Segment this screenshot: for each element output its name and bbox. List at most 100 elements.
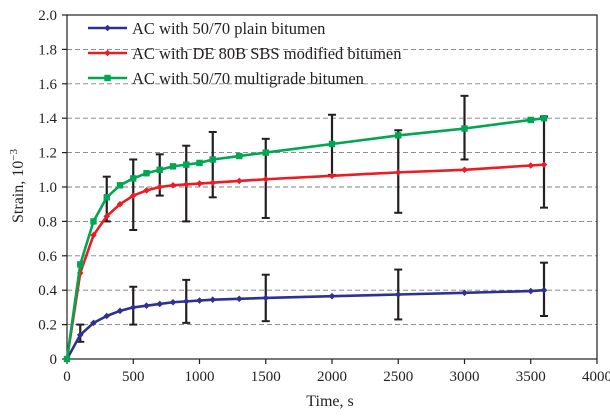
series-2-point-13: [262, 149, 269, 156]
legend: AC with 50/70 plain bitumen AC with DE 80…: [88, 19, 402, 88]
series-0-point-10: [196, 297, 203, 304]
series-2-point-10: [196, 159, 203, 167]
series-1-point-4: [116, 200, 124, 208]
series-0-point-13: [262, 294, 270, 302]
series-1-point-17: [527, 162, 535, 169]
series-1-point-15: [394, 169, 402, 176]
y-axis-label: Strain, 10−3: [8, 149, 27, 223]
x-tick-label-6: 3000: [450, 369, 480, 385]
y-tick-label-2: 0.4: [38, 283, 57, 299]
series-1-point-16: [461, 166, 468, 174]
series-1-point-11: [209, 179, 217, 186]
series-2: [63, 115, 548, 363]
series-0-point-9: [182, 298, 190, 305]
series-0-point-3: [103, 312, 111, 320]
y-tick-label-6: 1.2: [38, 146, 57, 162]
legend-entry-1: AC with DE 80B SBS modified bitumen: [88, 44, 402, 63]
x-tick-label-8: 4000: [582, 369, 610, 385]
x-tick-label-5: 2500: [383, 369, 413, 385]
y-axis-label-exponent: −3: [8, 149, 20, 161]
series-0-point-2: [90, 319, 97, 327]
series-1-point-10: [196, 180, 203, 187]
series-1-point-8: [169, 181, 177, 189]
series-1-point-18: [540, 161, 548, 168]
y-tick-label-0: 0: [50, 352, 58, 368]
series-0-point-15: [394, 291, 402, 298]
y-tick-label-3: 0.6: [38, 249, 57, 265]
series-0-point-14: [328, 292, 336, 300]
series-1-point-14: [328, 172, 336, 180]
data-series: [63, 115, 548, 363]
series-2-point-17: [527, 116, 534, 124]
legend-entry-2: AC with 50/70 multigrade bitumen: [88, 69, 364, 88]
y-tick-label-10: 2.0: [38, 8, 57, 24]
legend-entry-0: AC with 50/70 plain bitumen: [88, 19, 325, 38]
x-axis-label: Time, s: [306, 393, 353, 410]
series-1-point-12: [235, 177, 243, 185]
series-0-point-16: [461, 289, 468, 297]
series-2-point-11: [209, 156, 216, 163]
legend-marker-1: [104, 49, 111, 57]
series-2-point-5: [130, 175, 137, 182]
series-0-point-5: [129, 304, 137, 311]
legend-label-1: AC with DE 80B SBS modified bitumen: [132, 44, 402, 63]
series-0-point-1: [76, 331, 84, 339]
series-2-point-3: [103, 194, 110, 201]
series-0-point-17: [527, 287, 535, 295]
series-2-point-4: [116, 182, 124, 189]
series-2-point-12: [236, 152, 243, 160]
series-0-point-12: [235, 295, 243, 303]
series-0-point-11: [209, 296, 217, 303]
y-tick-label-5: 1.0: [38, 180, 57, 196]
legend-marker-2: [104, 74, 111, 82]
legend-label-2: AC with 50/70 multigrade bitumen: [132, 69, 364, 88]
x-tick-label-7: 3500: [516, 369, 546, 385]
series-1-point-3: [103, 212, 111, 220]
legend-label-0: AC with 50/70 plain bitumen: [132, 19, 325, 38]
series-1-point-6: [143, 187, 150, 194]
error-bar-1-4: [208, 130, 217, 199]
series-2-point-7: [156, 166, 163, 173]
legend-marker-0: [104, 24, 111, 32]
series-2-point-8: [169, 163, 177, 170]
series-1-point-2: [90, 231, 97, 239]
series-0-point-18: [540, 286, 548, 294]
series-0-point-8: [169, 298, 177, 306]
axes: [62, 14, 598, 364]
x-tick-label-4: 2000: [317, 369, 347, 385]
tick-labels: 0 0.2 0.4 0.6 0.8 1.0 1.2 1.4 1.6 1.8 2.0 0 500 1000 1…: [38, 8, 610, 385]
series-1: [63, 161, 548, 363]
series-2-point-15: [395, 132, 402, 139]
series-2-point-14: [328, 140, 336, 148]
y-tick-label-1: 0.2: [38, 318, 57, 334]
series-1-point-5: [129, 192, 137, 199]
series-2-point-9: [183, 161, 190, 168]
series-2-point-0: [63, 355, 71, 363]
y-tick-label-9: 1.8: [38, 42, 57, 58]
x-tick-label-2: 1000: [185, 369, 215, 385]
series-0-point-7: [156, 300, 164, 308]
plot-frame: [66, 14, 598, 360]
y-axis-label-text: Strain, 10: [10, 161, 27, 223]
series-2-point-18: [540, 115, 548, 122]
series-0: [63, 286, 548, 363]
series-0-point-4: [116, 307, 124, 315]
series-2-point-6: [143, 170, 150, 177]
series-1-point-7: [156, 183, 164, 191]
series-2-point-2: [90, 218, 97, 225]
x-tick-label-1: 500: [122, 369, 145, 385]
x-tick-label-0: 0: [63, 369, 71, 385]
series-1-point-13: [262, 175, 270, 183]
series-line-1: [65, 163, 545, 360]
x-tick-label-3: 1500: [251, 369, 281, 385]
y-tick-label-8: 1.6: [38, 77, 57, 93]
series-line-0: [65, 288, 545, 360]
series-1-point-9: [182, 181, 190, 188]
series-2-point-16: [461, 125, 468, 132]
y-tick-label-4: 0.8: [38, 214, 57, 230]
series-2-point-1: [77, 261, 84, 268]
y-tick-label-7: 1.4: [38, 111, 57, 127]
series-0-point-6: [143, 302, 150, 309]
